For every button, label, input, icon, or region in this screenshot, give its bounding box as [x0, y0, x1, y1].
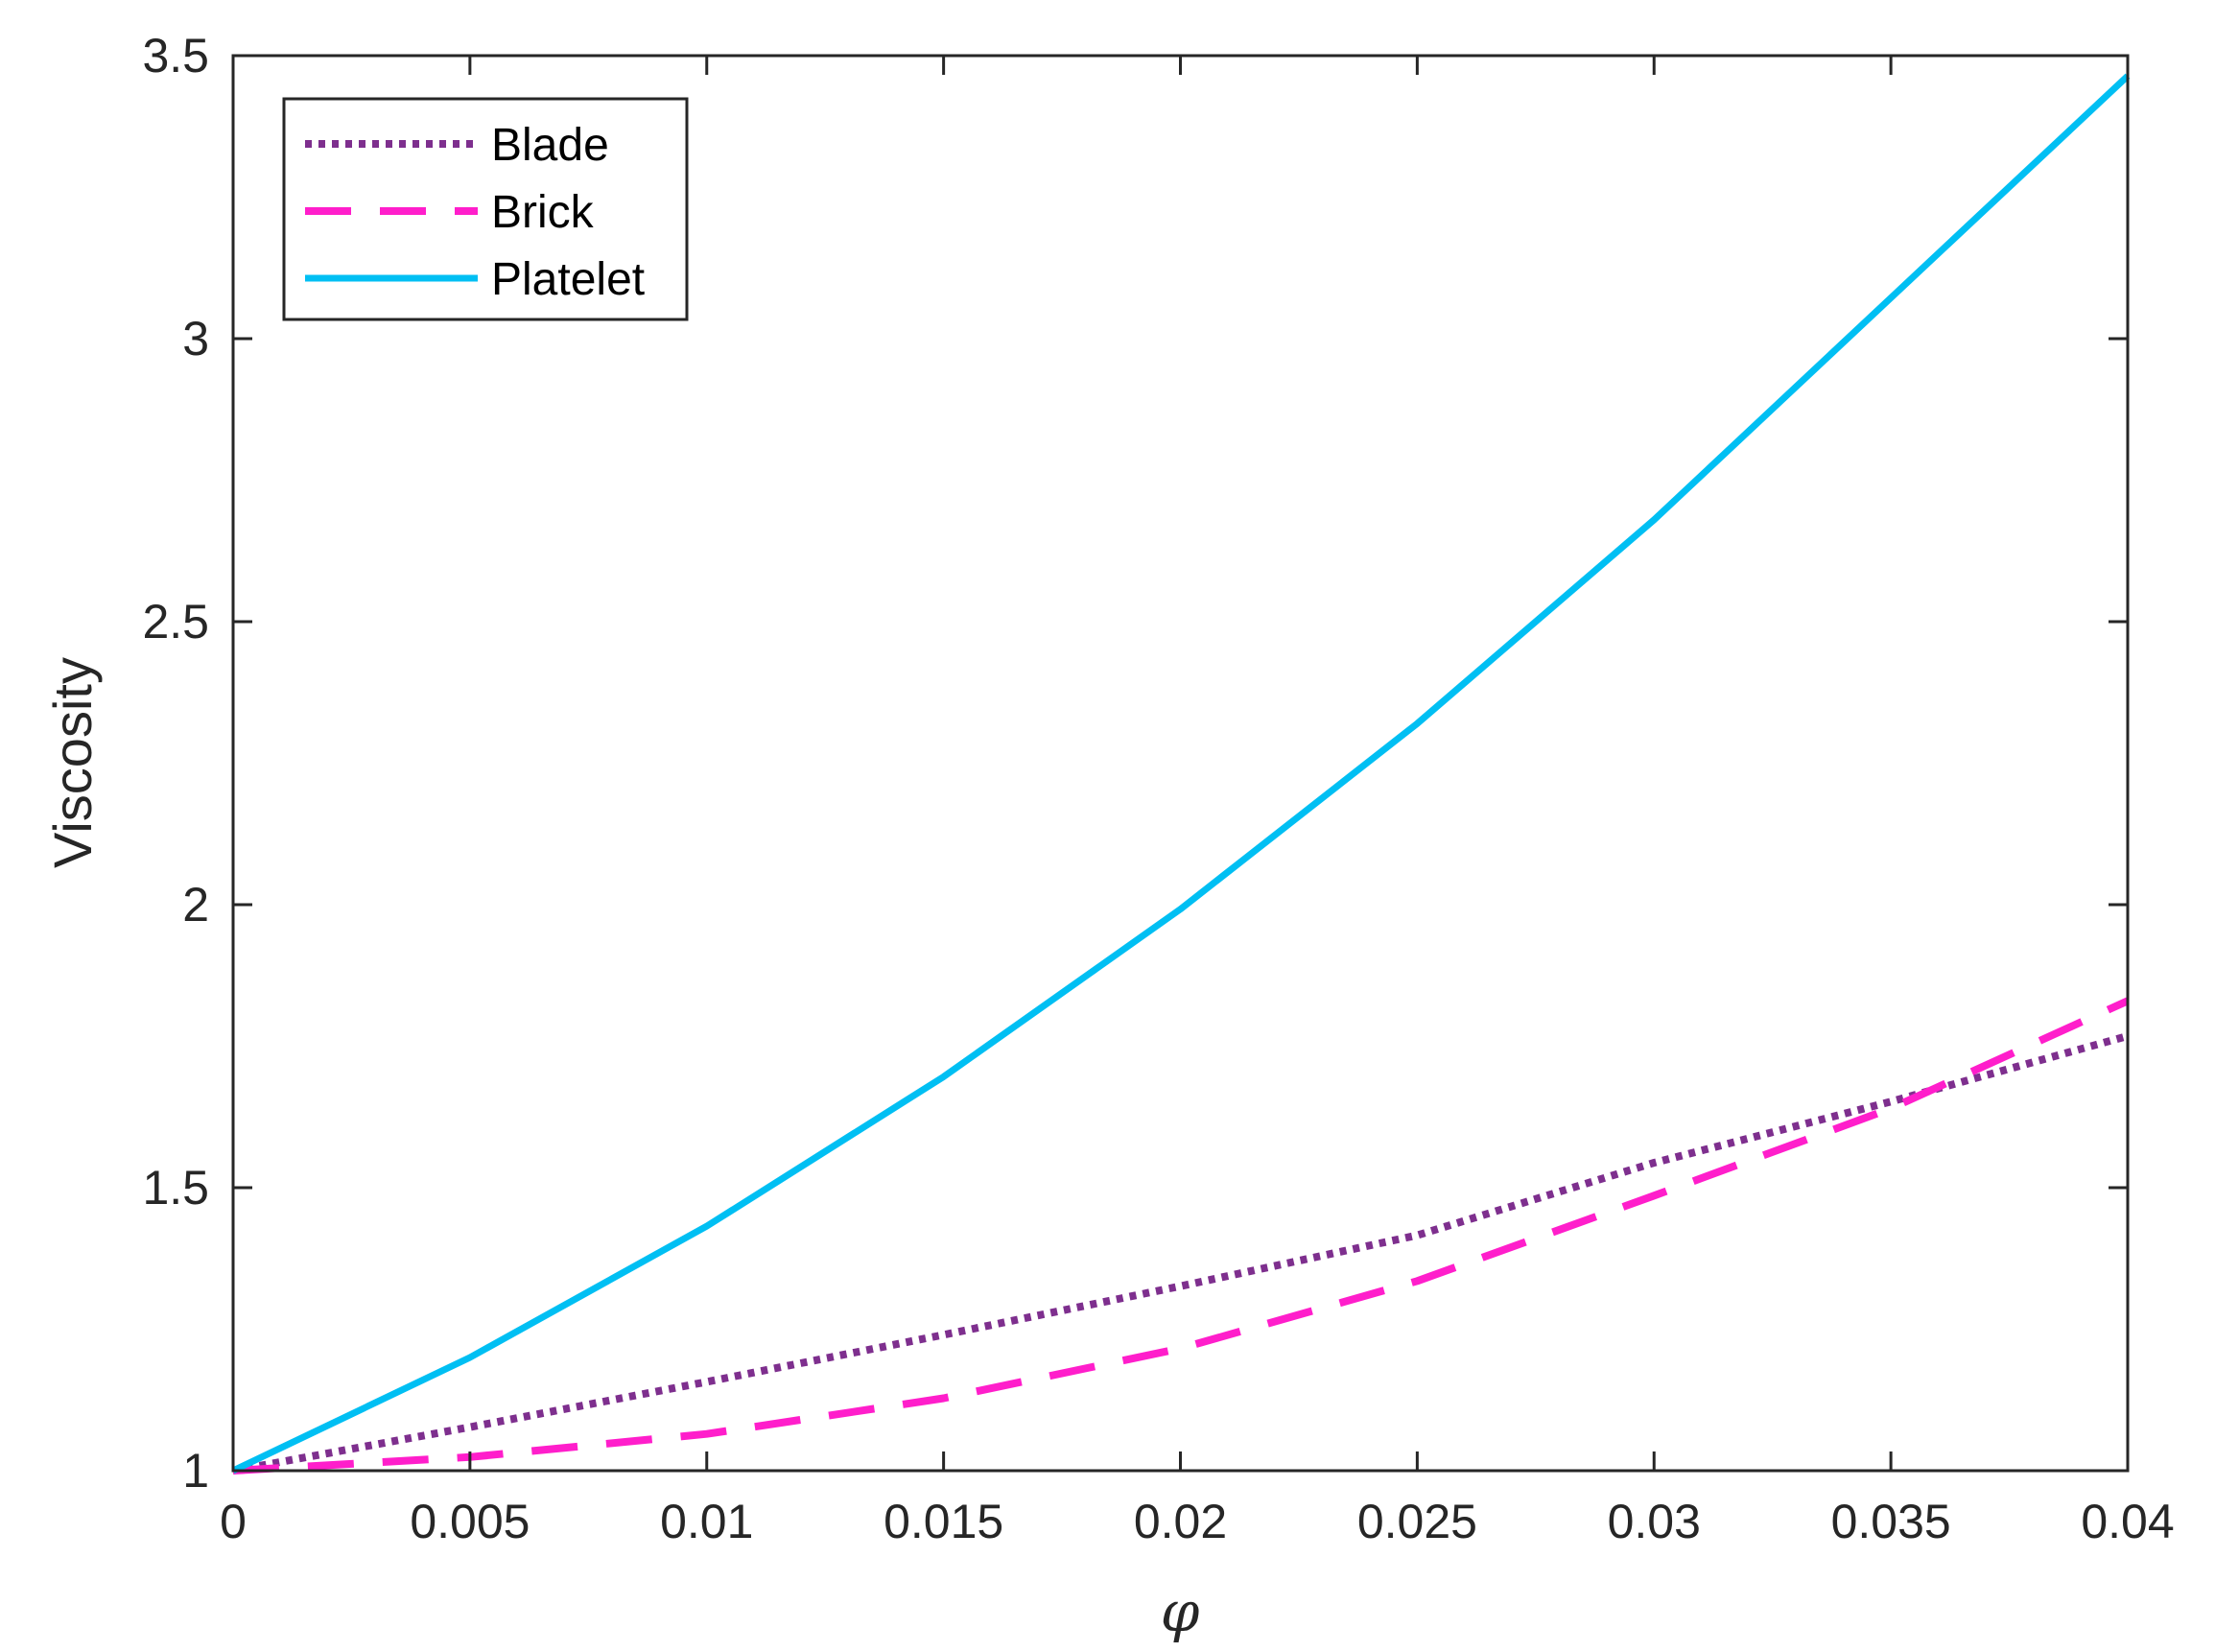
x-tick-label: 0.015	[884, 1495, 1003, 1548]
y-axis-label: Viscosity	[42, 657, 103, 868]
x-tick-label: 0.01	[660, 1495, 753, 1548]
legend-label-platelet: Platelet	[491, 254, 645, 305]
series-line-platelet	[231, 73, 2131, 1475]
series-line-brick	[232, 997, 2130, 1475]
x-tick-label: 0.03	[1608, 1495, 1701, 1548]
x-tick-label: 0.035	[1831, 1495, 1951, 1548]
legend-label-blade: Blade	[491, 120, 609, 171]
x-tick-label: 0.02	[1134, 1495, 1227, 1548]
y-tick-label: 3	[182, 312, 209, 366]
plot-frame	[231, 54, 2130, 1473]
legend: Blade Brick Platelet	[282, 97, 689, 321]
y-tick-label: 1	[182, 1444, 209, 1498]
ticks-layer: 0 0.005 0.01 0.015 0.02 0.025 0.03 0.035 0.04 1 1.…	[142, 29, 2174, 1548]
y-tick-label: 1.5	[142, 1161, 209, 1215]
x-tick-label: 0	[220, 1495, 247, 1548]
y-tick-label: 2	[182, 878, 209, 932]
x-axis-label: φ	[1161, 1579, 1200, 1644]
series-layer	[231, 73, 2131, 1475]
x-tick-label: 0.04	[2081, 1495, 2174, 1548]
y-tick-label: 3.5	[142, 29, 209, 83]
x-tick-label: 0.005	[410, 1495, 530, 1548]
x-tick-label: 0.025	[1357, 1495, 1477, 1548]
legend-label-brick: Brick	[491, 187, 595, 238]
y-tick-label: 2.5	[142, 595, 209, 649]
series-line-blade	[232, 1032, 2130, 1475]
